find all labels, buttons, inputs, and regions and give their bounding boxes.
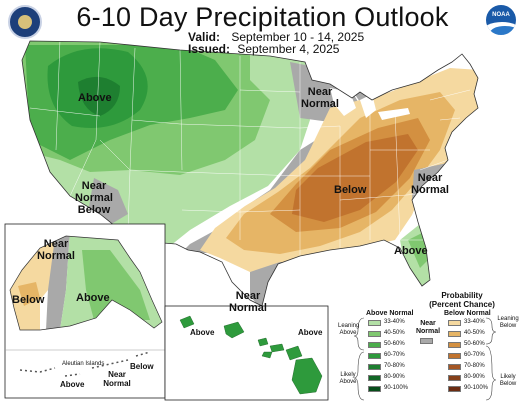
legend-below-range: 80-90% bbox=[464, 374, 485, 380]
legend-above-range: 70-80% bbox=[384, 363, 405, 369]
legend-title: Probability (Percent Chance) bbox=[402, 291, 522, 309]
noaa-logo-text: NOAA bbox=[492, 12, 510, 18]
legend-below-swatch bbox=[448, 353, 461, 359]
legend-near-header: Near Normal bbox=[414, 320, 442, 336]
legend-below-header: Below Normal bbox=[444, 310, 491, 317]
label-hawaii-above-left: Above bbox=[190, 328, 215, 337]
legend-side-line: Likely bbox=[500, 374, 516, 380]
label-central-below: Below bbox=[334, 184, 367, 196]
legend-above-header: Above Normal bbox=[366, 310, 414, 317]
label-line: Normal bbox=[411, 184, 449, 196]
legend-below-swatch bbox=[448, 375, 461, 381]
legend-above-swatch bbox=[368, 320, 381, 326]
legend-above-range: 80-90% bbox=[384, 374, 405, 380]
legend-below-range: 70-80% bbox=[464, 363, 485, 369]
label-alaska-above: Above bbox=[76, 292, 110, 304]
legend-below-swatch bbox=[448, 386, 461, 392]
legend-below-range: 40-50% bbox=[464, 330, 485, 336]
legend-above-range: 60-70% bbox=[384, 352, 405, 358]
legend-below-range: 90-100% bbox=[464, 385, 489, 391]
legend-side-line: Likely bbox=[340, 372, 356, 378]
label-line: Near bbox=[81, 180, 107, 192]
label-northeast-near-normal: Near Normal bbox=[300, 86, 340, 110]
legend-below-range: 50-60% bbox=[464, 341, 485, 347]
issued-value: September 4, 2025 bbox=[237, 42, 340, 56]
label-line: Normal bbox=[103, 379, 131, 388]
issued-label: Issued: bbox=[188, 42, 231, 56]
label-line: Normal bbox=[75, 192, 113, 204]
label-line: Near bbox=[417, 172, 443, 184]
commerce-seal-icon bbox=[8, 5, 42, 39]
label-alaska-near-normal: Near Normal bbox=[36, 238, 76, 262]
label-line: Normal bbox=[37, 250, 75, 262]
page-title: 6-10 Day Precipitation Outlook bbox=[76, 2, 449, 32]
legend-near-line: Normal bbox=[415, 328, 441, 335]
label-line: Normal bbox=[229, 302, 267, 314]
legend-above-swatch bbox=[368, 364, 381, 370]
legend-above-range: 50-60% bbox=[384, 341, 405, 347]
legend-side-line: Above bbox=[339, 330, 357, 336]
label-hawaii-above-right: Above bbox=[298, 328, 323, 337]
legend-below-swatch bbox=[448, 320, 461, 326]
label-line: Normal bbox=[301, 98, 339, 110]
label-southwest-near-normal-below: Near Normal Below bbox=[72, 180, 116, 216]
legend-side-line: Below bbox=[499, 381, 517, 387]
legend-title-line: (Percent Chance) bbox=[429, 300, 495, 309]
label-southeast-above: Above bbox=[394, 245, 428, 257]
label-line: Near bbox=[108, 370, 126, 379]
legend-below-range: 33-40% bbox=[464, 319, 485, 325]
legend-above-swatch bbox=[368, 386, 381, 392]
label-aleutian-near-normal: Near Normal bbox=[102, 370, 132, 388]
label-line: Near bbox=[307, 86, 333, 98]
label-line: Near bbox=[235, 290, 261, 302]
aleutian-islands-shape bbox=[19, 351, 151, 377]
label-northwest-above: Above bbox=[78, 92, 112, 104]
legend-leaning-below: Leaning Below bbox=[496, 316, 520, 330]
legend-above-swatch bbox=[368, 331, 381, 337]
legend-likely-below: Likely Below bbox=[496, 374, 520, 388]
legend-below-range: 60-70% bbox=[464, 352, 485, 358]
legend-below-swatch bbox=[448, 342, 461, 348]
valid-line: Valid: September 10 - 14, 2025 bbox=[188, 30, 364, 44]
legend-above-range: 40-50% bbox=[384, 330, 405, 336]
label-alaska-below: Below bbox=[12, 294, 45, 306]
issued-line: Issued: September 4, 2025 bbox=[188, 42, 339, 56]
legend-side-line: Below bbox=[499, 323, 517, 329]
legend-above-swatch bbox=[368, 342, 381, 348]
legend-near-line: Near bbox=[420, 320, 436, 327]
legend-above-swatch bbox=[368, 353, 381, 359]
label-aleutian-islands: Aleutian Islands bbox=[62, 361, 105, 367]
legend-leaning-above: Leaning Above bbox=[338, 323, 360, 337]
legend-likely-above: Likely Above bbox=[338, 372, 358, 386]
label-gulf-near-normal: Near Normal bbox=[228, 290, 268, 314]
label-aleutian-below: Below bbox=[130, 362, 154, 371]
legend-title-line: Probability bbox=[441, 291, 483, 300]
alaska-outline bbox=[9, 235, 163, 331]
label-line: Below bbox=[77, 204, 111, 216]
valid-value: September 10 - 14, 2025 bbox=[231, 30, 365, 44]
label-aleutian-above: Above bbox=[60, 380, 85, 389]
label-east-coast-near-normal: Near Normal bbox=[410, 172, 450, 196]
label-line: Near bbox=[43, 238, 69, 250]
legend-below-swatch bbox=[448, 364, 461, 370]
legend-above-range: 90-100% bbox=[384, 385, 409, 391]
legend-near-swatch bbox=[420, 338, 433, 344]
legend-above-swatch bbox=[368, 375, 381, 381]
legend-below-swatch bbox=[448, 331, 461, 337]
legend-side-line: Leaning bbox=[338, 323, 360, 329]
legend-side-line: Leaning bbox=[497, 316, 519, 322]
noaa-logo-icon bbox=[486, 5, 516, 35]
hawaii-islands bbox=[179, 315, 323, 395]
valid-label: Valid: bbox=[188, 30, 221, 44]
legend-side-line: Above bbox=[339, 379, 357, 385]
state-boundaries bbox=[29, 41, 471, 256]
legend-above-range: 33-40% bbox=[384, 319, 405, 325]
